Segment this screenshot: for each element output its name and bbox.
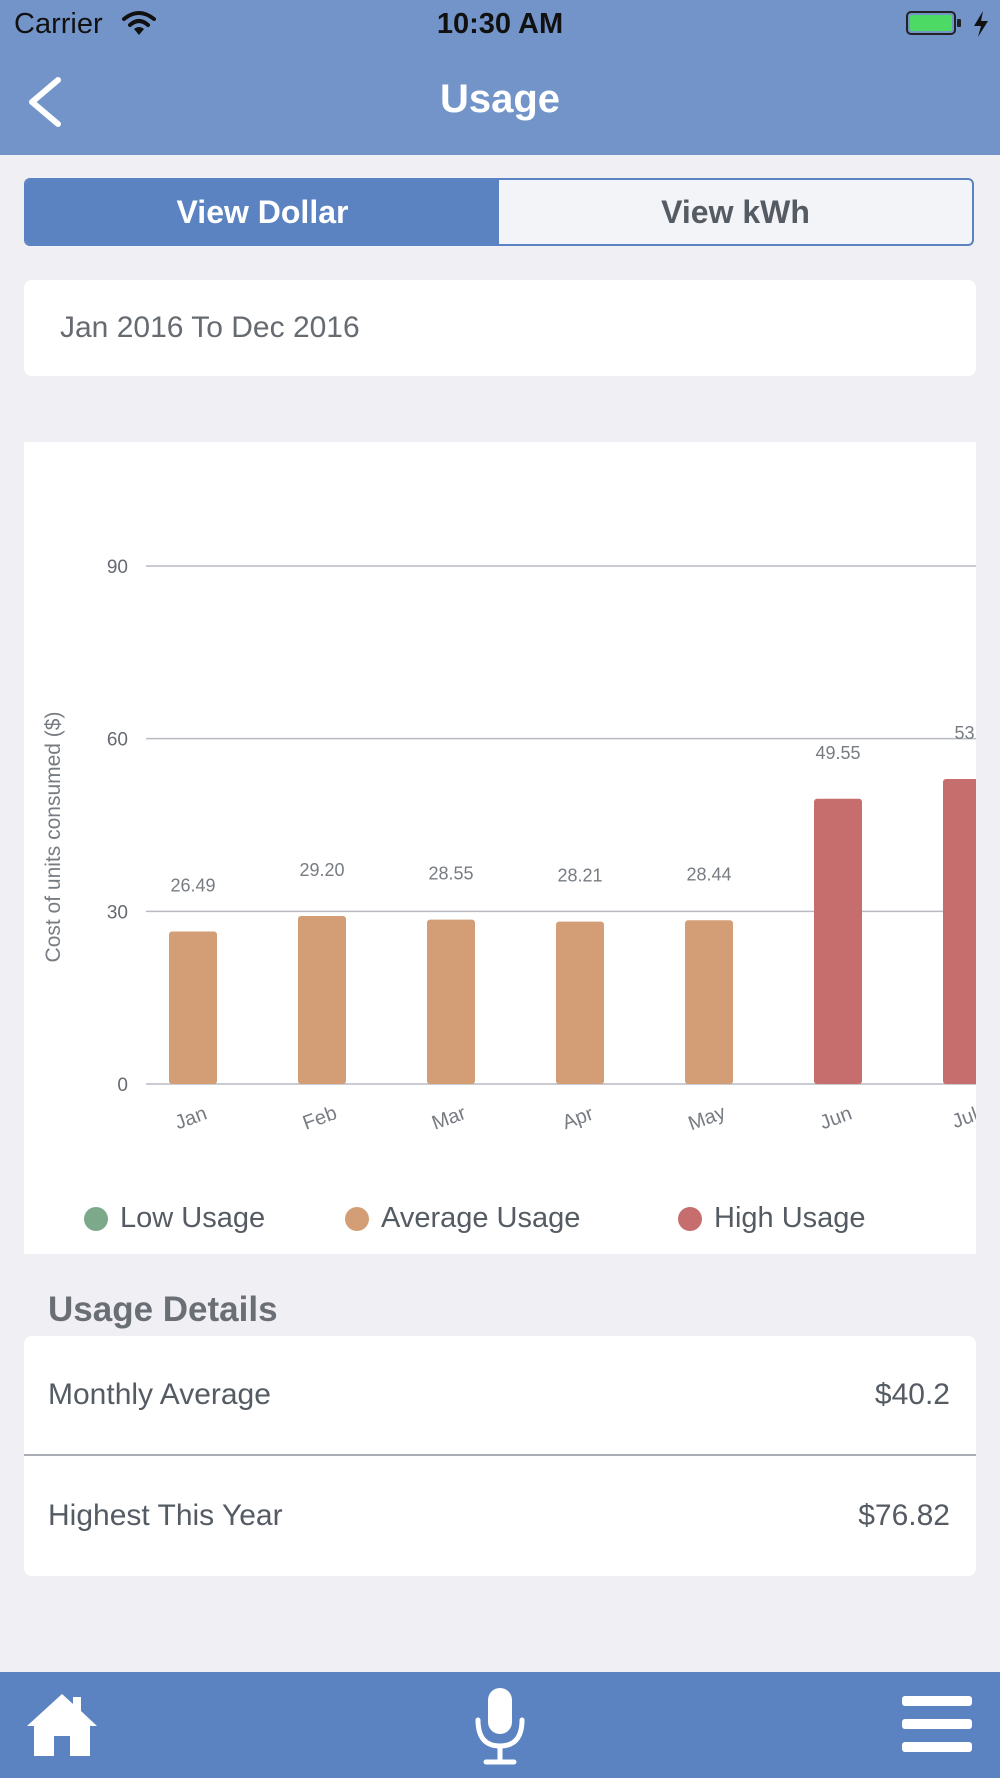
clock: 10:30 AM bbox=[436, 8, 564, 40]
date-range-label: Jan 2016 To Dec 2016 bbox=[60, 311, 360, 344]
legend-label-average: Average Usage bbox=[381, 1202, 581, 1234]
bar-value-label: 26.49 bbox=[170, 876, 215, 896]
status-bar: Carrier 10:30 AM bbox=[0, 0, 1000, 50]
legend-item-high: High Usage bbox=[678, 1202, 866, 1235]
bar-value-label: 53. bbox=[954, 723, 976, 743]
usage-chart: 0 30 60 90 Cost of units consumed ($) 26.49 Ja… bbox=[24, 442, 976, 1254]
x-tick-label: Mar bbox=[429, 1102, 469, 1135]
x-tick-label: Jul bbox=[949, 1104, 976, 1133]
bar-apr bbox=[556, 921, 604, 1084]
view-dollar-segment[interactable]: View Dollar bbox=[26, 180, 499, 244]
usage-details-heading: Usage Details bbox=[48, 1290, 278, 1329]
battery-icon bbox=[906, 11, 961, 35]
home-icon[interactable] bbox=[24, 1690, 100, 1758]
menu-icon[interactable] bbox=[902, 1694, 972, 1754]
detail-value: $76.82 bbox=[858, 1499, 950, 1532]
detail-label: Highest This Year bbox=[48, 1499, 283, 1532]
x-tick-label: Jun bbox=[817, 1103, 855, 1135]
wifi-icon bbox=[122, 11, 156, 35]
date-range-selector[interactable]: Jan 2016 To Dec 2016 bbox=[24, 280, 976, 376]
x-tick-label: Feb bbox=[300, 1102, 340, 1134]
carrier-label: Carrier bbox=[14, 8, 103, 40]
legend-label-high: High Usage bbox=[714, 1202, 866, 1234]
legend-item-low: Low Usage bbox=[84, 1202, 265, 1235]
legend-dot-average bbox=[345, 1206, 369, 1231]
charging-icon bbox=[974, 11, 988, 37]
detail-row-monthly-average: Monthly Average $40.2 bbox=[24, 1336, 976, 1456]
bar-jan bbox=[169, 931, 217, 1084]
back-chevron-icon[interactable] bbox=[24, 76, 64, 128]
view-mode-segmented-control: View Dollar View kWh bbox=[24, 178, 974, 246]
bar-jul bbox=[943, 778, 976, 1084]
bar-value-label: 28.44 bbox=[686, 864, 731, 884]
bar-feb bbox=[298, 915, 346, 1084]
bar-value-label: 28.21 bbox=[557, 866, 602, 886]
detail-row-highest-this-year: Highest This Year $76.82 bbox=[24, 1456, 976, 1576]
x-tick-label: Jan bbox=[172, 1103, 210, 1135]
legend-dot-low bbox=[84, 1206, 108, 1231]
bar-chart: 0 30 60 90 Cost of units consumed ($) 26.49 Ja… bbox=[42, 557, 976, 1136]
legend-label-low: Low Usage bbox=[120, 1202, 266, 1234]
bar-value-label: 29.20 bbox=[299, 860, 344, 880]
x-tick-label: May bbox=[685, 1102, 728, 1136]
microphone-icon[interactable] bbox=[472, 1686, 528, 1766]
detail-label: Monthly Average bbox=[48, 1378, 271, 1411]
y-tick-label: 60 bbox=[107, 730, 128, 751]
x-tick-label: Apr bbox=[560, 1103, 597, 1134]
y-axis-label: Cost of units consumed ($) bbox=[42, 712, 65, 963]
view-kwh-segment[interactable]: View kWh bbox=[661, 193, 810, 230]
legend-dot-high bbox=[678, 1206, 702, 1231]
detail-value: $40.2 bbox=[874, 1378, 950, 1411]
usage-details-card: Monthly Average $40.2 Highest This Year … bbox=[24, 1336, 976, 1576]
page-title: Usage bbox=[439, 77, 561, 121]
bottom-tab-bar bbox=[0, 1672, 1000, 1778]
navigation-bar: Usage bbox=[0, 50, 1000, 155]
bar-may bbox=[685, 920, 733, 1084]
y-tick-label: 90 bbox=[107, 557, 128, 578]
y-tick-label: 30 bbox=[107, 902, 128, 923]
y-tick-label: 0 bbox=[117, 1075, 128, 1096]
bar-jun bbox=[814, 798, 862, 1084]
bar-value-label: 28.55 bbox=[428, 864, 473, 884]
bar-mar bbox=[427, 919, 475, 1084]
legend-item-average: Average Usage bbox=[345, 1202, 580, 1235]
chart-legend: Low Usage Average Usage High Usage bbox=[24, 1202, 976, 1246]
bar-value-label: 49.55 bbox=[815, 743, 860, 763]
